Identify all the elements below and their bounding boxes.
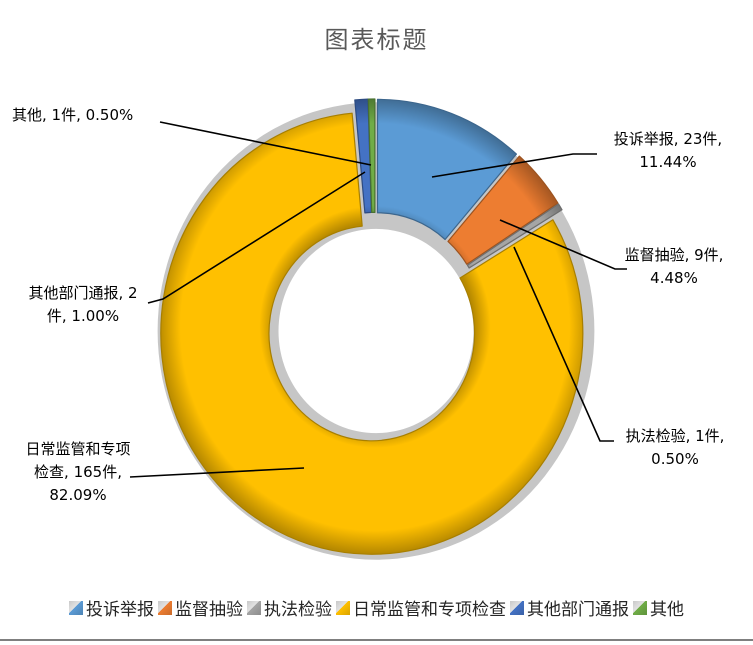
pie-slice-1[interactable] <box>447 155 559 265</box>
leader-line <box>513 246 614 442</box>
chart-legend: 投诉举报 监督抽验 执法检验 日常监管和专项检查 其他部门通报 其他 <box>0 595 753 620</box>
legend-item: 日常监管和专项检查 <box>336 595 506 620</box>
leader-line <box>499 219 627 270</box>
legend-marker-icon <box>336 600 350 615</box>
callout-inspection: 执法检验, 1件, 0.50% <box>625 427 725 468</box>
legend-marker-icon <box>633 600 647 615</box>
pie-slice-3[interactable] <box>160 112 584 555</box>
callout-notification: 其他部门通报, 2 件, 1.00% <box>28 284 138 325</box>
legend-marker-icon <box>69 600 83 615</box>
chart-title: 图表标题 <box>324 26 429 54</box>
legend-marker-icon <box>158 600 172 615</box>
legend-item: 监督抽验 <box>158 595 243 620</box>
leader-line <box>431 153 597 178</box>
legend-item-label: 日常监管和专项检查 <box>353 600 506 620</box>
callout-sampling: 监督抽验, 9件, 4.48% <box>624 246 724 287</box>
leader-line <box>147 171 366 304</box>
callout-complaints: 投诉举报, 23件, 11.44% <box>613 130 723 171</box>
pie-slice-2[interactable] <box>466 203 563 269</box>
legend-item: 投诉举报 <box>69 595 154 620</box>
legend-item-label: 其他 <box>650 600 684 620</box>
leader-line <box>129 467 305 478</box>
callout-other: 其他, 1件, 0.50% <box>12 106 134 124</box>
pie-slice-0[interactable] <box>376 98 517 241</box>
legend-item-label: 投诉举报 <box>86 600 154 620</box>
legend-item-label: 监督抽验 <box>175 600 243 620</box>
pie-slice-5[interactable] <box>367 98 376 213</box>
leader-line <box>159 121 372 166</box>
legend-item: 其他 <box>633 595 684 620</box>
callout-daily: 日常监管和专项 检查, 165件, 82.09% <box>25 440 131 504</box>
legend-item: 其他部门通报 <box>510 595 629 620</box>
legend-item: 执法检验 <box>247 595 332 620</box>
legend-item-label: 执法检验 <box>264 600 332 620</box>
legend-item-label: 其他部门通报 <box>527 600 629 620</box>
legend-marker-icon <box>247 600 261 615</box>
legend-marker-icon <box>510 600 524 615</box>
sheet-border-line <box>0 639 753 641</box>
